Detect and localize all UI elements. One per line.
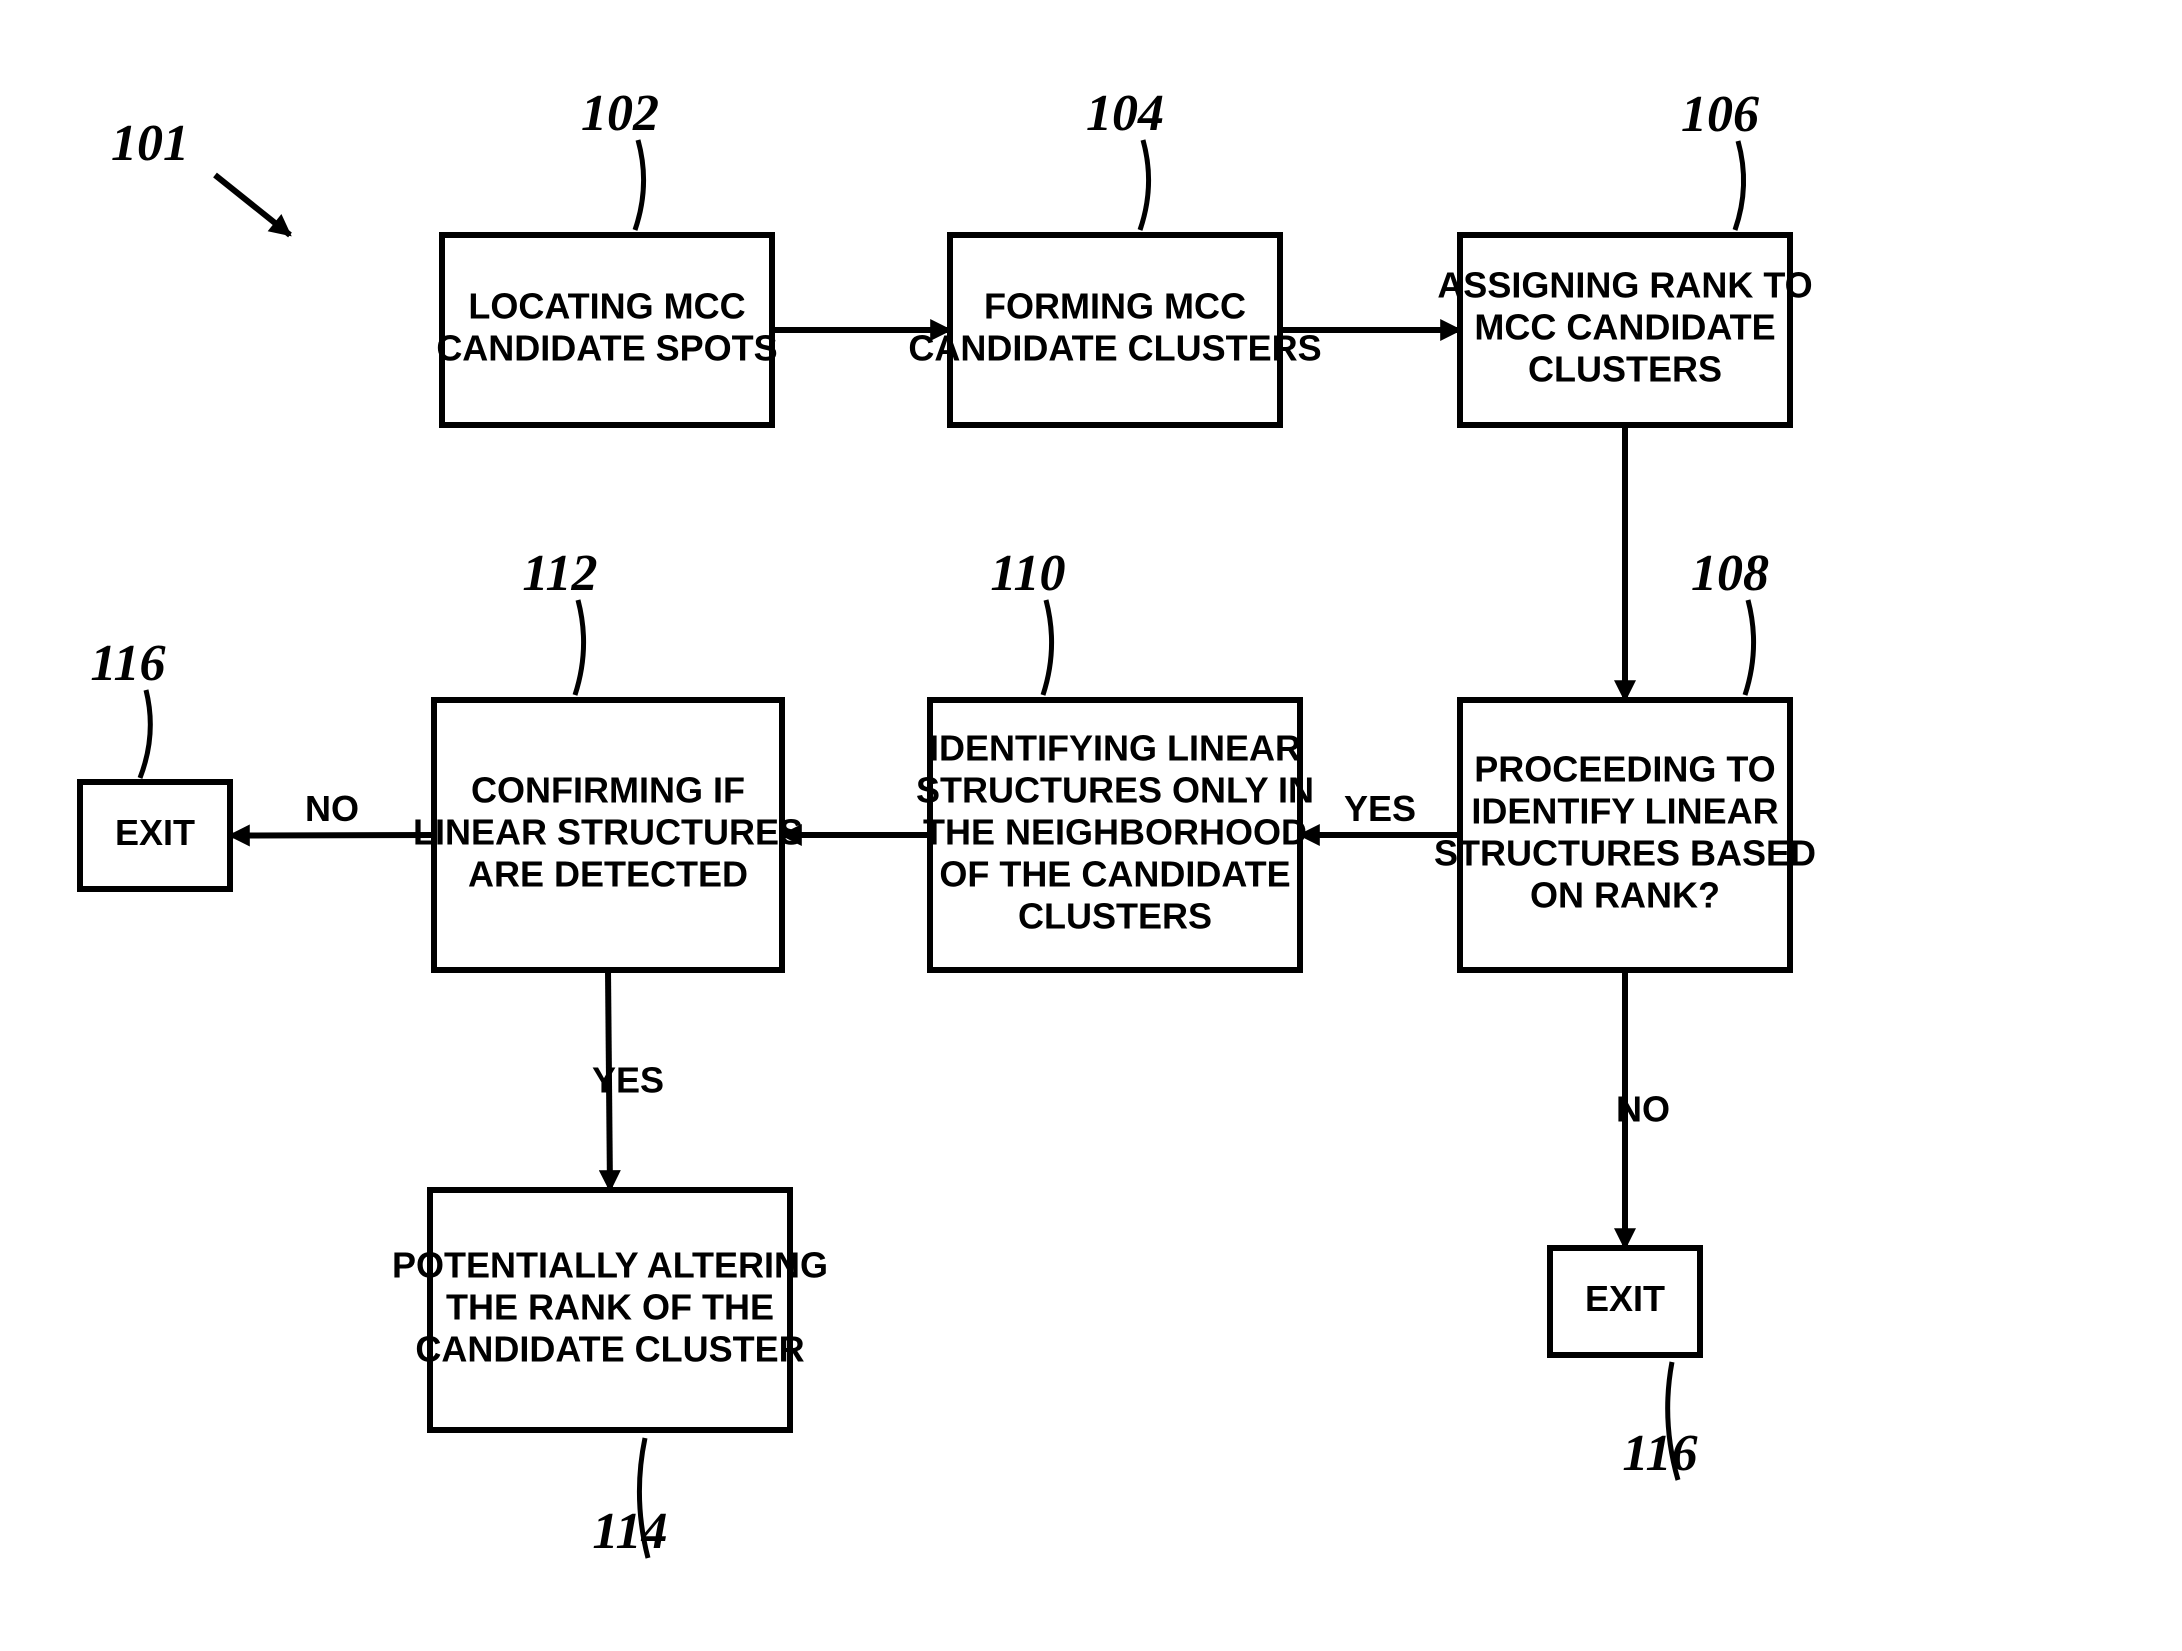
- diagram-ref-arrow: [215, 175, 290, 235]
- node-n106-line-0: ASSIGNING RANK TO: [1437, 265, 1812, 306]
- ref-leader-n110: [1043, 600, 1052, 695]
- node-n116b: EXIT: [1550, 1248, 1700, 1355]
- ref-label-n102: 102: [581, 85, 659, 142]
- ref-leader-n102: [635, 140, 644, 230]
- ref-label-n110: 110: [990, 545, 1065, 602]
- node-n110-line-0: IDENTIFYING LINEAR: [929, 728, 1301, 769]
- node-n112-line-0: CONFIRMING IF: [471, 770, 745, 811]
- node-n110-line-3: OF THE CANDIDATE: [939, 854, 1290, 895]
- node-n106-line-1: MCC CANDIDATE: [1474, 307, 1775, 348]
- node-n116b-line-0: EXIT: [1585, 1278, 1665, 1319]
- edge-label-n112-n114: YES: [592, 1060, 664, 1101]
- node-n114-line-1: THE RANK OF THE: [446, 1287, 774, 1328]
- ref-leader-n104: [1140, 140, 1149, 230]
- ref-leader-n106: [1735, 141, 1744, 230]
- node-n108-line-3: ON RANK?: [1530, 875, 1720, 916]
- ref-label-n106: 106: [1681, 86, 1759, 143]
- node-n108-line-2: STRUCTURES BASED: [1434, 833, 1816, 874]
- node-n110: IDENTIFYING LINEARSTRUCTURES ONLY INTHE …: [916, 700, 1314, 970]
- ref-label-n112: 112: [522, 545, 597, 602]
- node-n104: FORMING MCCCANDIDATE CLUSTERS: [908, 235, 1321, 425]
- edge-label-n108-n110: YES: [1344, 788, 1416, 829]
- edge-label-n112-n116a: NO: [305, 788, 359, 829]
- node-n108: PROCEEDING TOIDENTIFY LINEARSTRUCTURES B…: [1434, 700, 1816, 970]
- node-n116a-line-0: EXIT: [115, 812, 195, 853]
- node-n110-line-4: CLUSTERS: [1018, 896, 1212, 937]
- ref-leader-n108: [1745, 600, 1754, 695]
- node-n108-line-0: PROCEEDING TO: [1474, 749, 1775, 790]
- ref-leader-n112: [575, 600, 584, 695]
- ref-label-n114: 114: [592, 1503, 667, 1560]
- node-n112-line-1: LINEAR STRUCTURES: [413, 812, 803, 853]
- ref-leader-n116a: [140, 690, 150, 778]
- diagram-ref-label: 101: [111, 115, 189, 172]
- node-n102: LOCATING MCCCANDIDATE SPOTS: [436, 235, 777, 425]
- node-n106: ASSIGNING RANK TOMCC CANDIDATECLUSTERS: [1437, 235, 1812, 425]
- ref-label-n108: 108: [1691, 545, 1769, 602]
- node-n116a: EXIT: [80, 782, 230, 889]
- node-n106-line-2: CLUSTERS: [1528, 349, 1722, 390]
- node-n112: CONFIRMING IFLINEAR STRUCTURESARE DETECT…: [413, 700, 803, 970]
- edge-n112-n116a: [230, 835, 434, 836]
- node-n104-line-1: CANDIDATE CLUSTERS: [908, 328, 1321, 369]
- ref-label-n116b: 116: [1622, 1425, 1697, 1482]
- node-n102-line-0: LOCATING MCC: [468, 286, 745, 327]
- node-n110-line-2: THE NEIGHBORHOOD: [923, 812, 1307, 853]
- diagram-ref: 101: [111, 115, 290, 235]
- node-n112-line-2: ARE DETECTED: [468, 854, 748, 895]
- node-n102-line-1: CANDIDATE SPOTS: [436, 328, 777, 369]
- edge-label-n108-n116b: NO: [1616, 1089, 1670, 1130]
- ref-label-n104: 104: [1086, 85, 1164, 142]
- node-n114-line-2: CANDIDATE CLUSTER: [415, 1329, 804, 1370]
- node-n110-line-1: STRUCTURES ONLY IN: [916, 770, 1314, 811]
- node-n108-line-1: IDENTIFY LINEAR: [1471, 791, 1778, 832]
- ref-label-n116a: 116: [90, 635, 165, 692]
- node-n114-line-0: POTENTIALLY ALTERING: [392, 1245, 828, 1286]
- node-n114: POTENTIALLY ALTERINGTHE RANK OF THECANDI…: [392, 1190, 828, 1430]
- node-n104-line-0: FORMING MCC: [984, 286, 1246, 327]
